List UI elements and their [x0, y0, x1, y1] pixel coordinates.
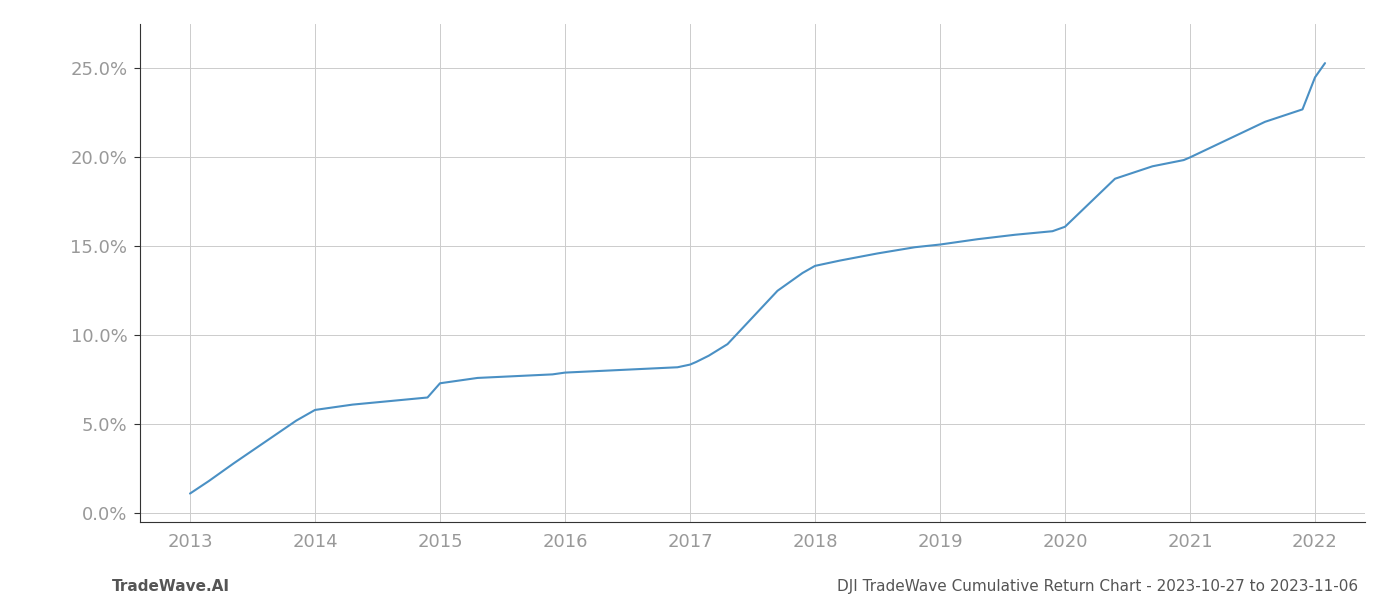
Text: TradeWave.AI: TradeWave.AI	[112, 579, 230, 594]
Text: DJI TradeWave Cumulative Return Chart - 2023-10-27 to 2023-11-06: DJI TradeWave Cumulative Return Chart - …	[837, 579, 1358, 594]
